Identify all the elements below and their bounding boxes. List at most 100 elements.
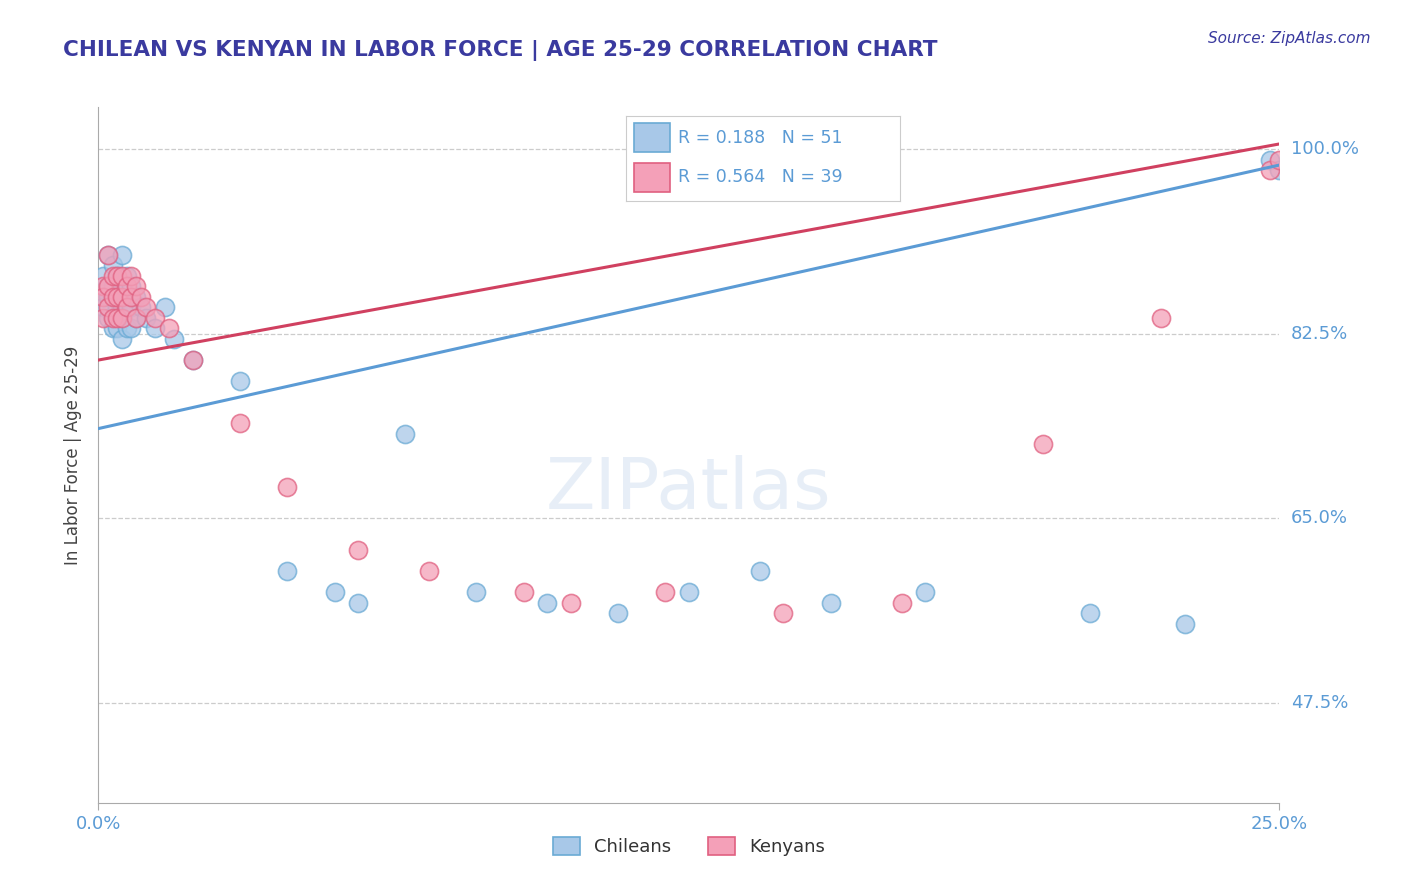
Point <box>465 585 488 599</box>
Point <box>1150 310 1173 325</box>
Point <box>394 426 416 441</box>
Point <box>125 279 148 293</box>
Point <box>101 290 124 304</box>
Point <box>125 290 148 304</box>
Point <box>135 310 157 325</box>
Point <box>91 279 114 293</box>
Point <box>111 310 134 325</box>
Point <box>91 301 114 315</box>
Point <box>129 301 152 315</box>
Point <box>101 310 124 325</box>
Point <box>914 585 936 599</box>
Point <box>143 310 166 325</box>
Point <box>97 247 120 261</box>
Point <box>97 310 120 325</box>
Point <box>163 332 186 346</box>
Point <box>276 564 298 578</box>
Point <box>105 290 128 304</box>
Point <box>105 321 128 335</box>
Point <box>820 595 842 609</box>
Point <box>105 301 128 315</box>
Point <box>111 247 134 261</box>
Point <box>143 321 166 335</box>
Point <box>97 290 120 304</box>
Point <box>121 290 143 304</box>
Text: 65.0%: 65.0% <box>1291 509 1347 527</box>
Point <box>772 606 794 620</box>
Point <box>91 290 114 304</box>
Point <box>654 585 676 599</box>
Point <box>101 258 124 272</box>
Y-axis label: In Labor Force | Age 25-29: In Labor Force | Age 25-29 <box>65 345 83 565</box>
Point <box>1080 606 1102 620</box>
Point <box>115 301 138 315</box>
Point <box>125 310 148 325</box>
Text: Source: ZipAtlas.com: Source: ZipAtlas.com <box>1208 31 1371 46</box>
Legend: Chileans, Kenyans: Chileans, Kenyans <box>546 830 832 863</box>
Point <box>1268 163 1291 178</box>
Point <box>1268 153 1291 167</box>
Point <box>1258 163 1281 178</box>
Point <box>121 268 143 283</box>
Text: CHILEAN VS KENYAN IN LABOR FORCE | AGE 25-29 CORRELATION CHART: CHILEAN VS KENYAN IN LABOR FORCE | AGE 2… <box>63 40 938 62</box>
Point <box>101 310 124 325</box>
Point <box>121 301 143 315</box>
Point <box>1174 616 1197 631</box>
Point <box>1258 153 1281 167</box>
Point <box>115 301 138 315</box>
Point <box>229 417 252 431</box>
Point <box>111 301 134 315</box>
Point <box>111 279 134 293</box>
Point <box>125 310 148 325</box>
Point <box>97 279 120 293</box>
Point <box>129 290 152 304</box>
Point <box>560 595 582 609</box>
Point <box>890 595 912 609</box>
Bar <box>634 162 669 192</box>
Point <box>418 564 440 578</box>
Point <box>181 353 204 368</box>
Point <box>678 585 700 599</box>
Point <box>1032 437 1054 451</box>
Point <box>101 268 124 283</box>
Point <box>323 585 346 599</box>
Point <box>97 301 120 315</box>
Point <box>181 353 204 368</box>
Point <box>121 321 143 335</box>
Point <box>105 290 128 304</box>
Point <box>115 321 138 335</box>
Point <box>97 279 120 293</box>
Point <box>101 321 124 335</box>
Bar <box>634 123 669 153</box>
Point <box>101 279 124 293</box>
Point <box>512 585 534 599</box>
Point <box>135 301 157 315</box>
Point <box>115 268 138 283</box>
Text: 100.0%: 100.0% <box>1291 140 1358 158</box>
Point <box>111 268 134 283</box>
Point <box>276 479 298 493</box>
Point <box>347 595 370 609</box>
Point <box>607 606 630 620</box>
Text: 47.5%: 47.5% <box>1291 694 1348 712</box>
Point <box>105 268 128 283</box>
Point <box>91 310 114 325</box>
Text: ZIPatlas: ZIPatlas <box>546 455 832 524</box>
Text: R = 0.188   N = 51: R = 0.188 N = 51 <box>678 128 842 146</box>
Point <box>111 310 134 325</box>
Point <box>111 290 134 304</box>
Point <box>105 310 128 325</box>
Point <box>748 564 770 578</box>
Point <box>229 374 252 388</box>
Point <box>97 247 120 261</box>
Point <box>347 542 370 557</box>
Text: 82.5%: 82.5% <box>1291 325 1348 343</box>
Point <box>115 279 138 293</box>
Point <box>111 332 134 346</box>
Point <box>101 290 124 304</box>
Text: R = 0.564   N = 39: R = 0.564 N = 39 <box>678 169 842 186</box>
Point <box>121 279 143 293</box>
Point <box>91 268 114 283</box>
Point <box>91 290 114 304</box>
Point <box>153 301 176 315</box>
